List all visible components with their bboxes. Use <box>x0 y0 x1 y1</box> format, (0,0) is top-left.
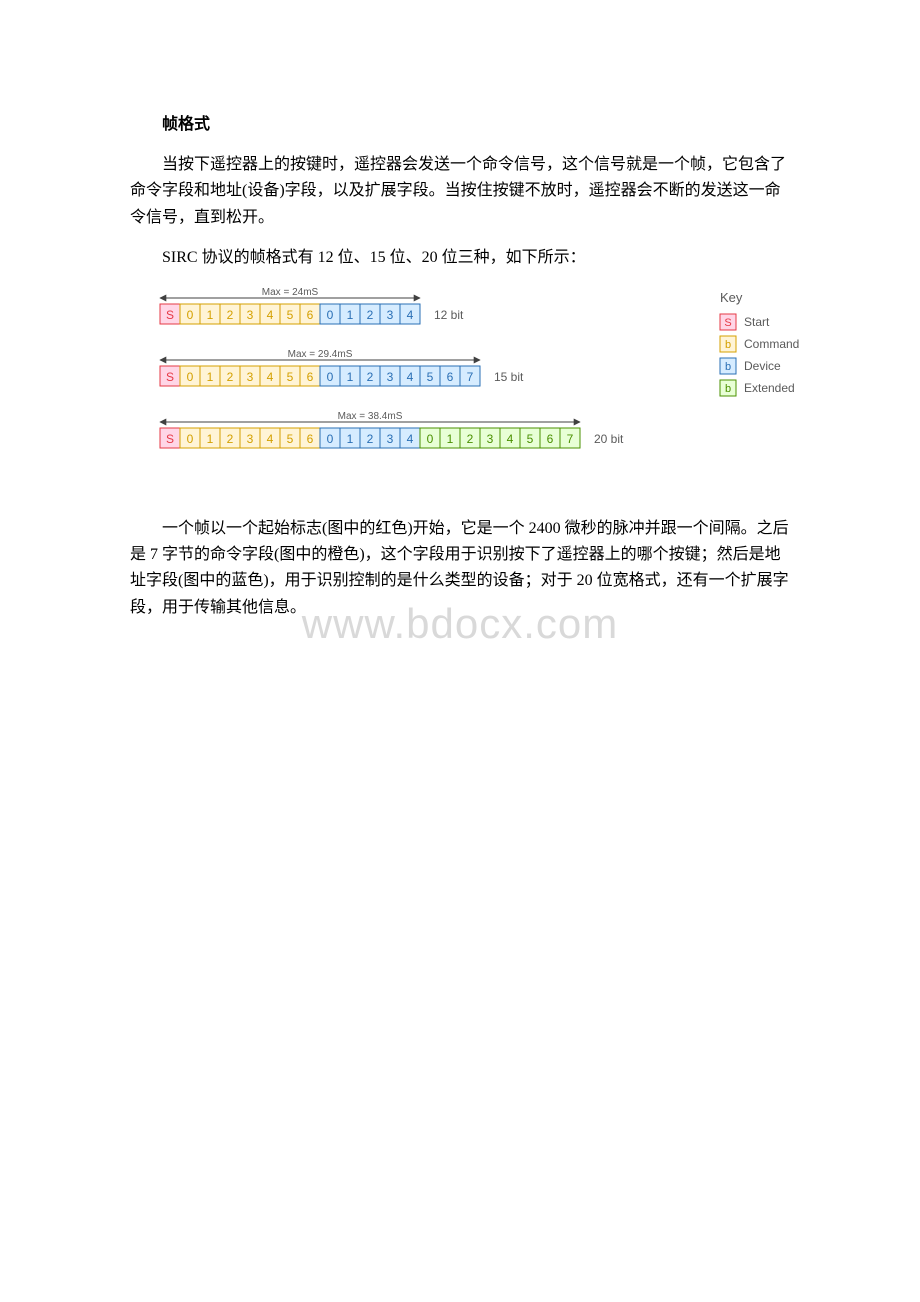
svg-text:3: 3 <box>247 308 254 322</box>
svg-text:S: S <box>166 370 174 384</box>
paragraph-2: SIRC 协议的帧格式有 12 位、15 位、20 位三种，如下所示： <box>130 245 790 271</box>
svg-text:2: 2 <box>227 432 234 446</box>
svg-text:b: b <box>725 383 731 395</box>
svg-text:S: S <box>166 308 174 322</box>
svg-text:4: 4 <box>267 370 274 384</box>
svg-text:2: 2 <box>227 308 234 322</box>
svg-text:S: S <box>166 432 174 446</box>
svg-text:3: 3 <box>247 432 254 446</box>
svg-text:3: 3 <box>387 308 394 322</box>
svg-text:0: 0 <box>327 432 334 446</box>
svg-text:3: 3 <box>387 370 394 384</box>
svg-text:4: 4 <box>407 432 414 446</box>
svg-text:4: 4 <box>267 432 274 446</box>
svg-text:15 bit: 15 bit <box>494 370 524 384</box>
svg-text:3: 3 <box>387 432 394 446</box>
svg-text:6: 6 <box>547 432 554 446</box>
svg-text:5: 5 <box>287 308 294 322</box>
svg-text:12 bit: 12 bit <box>434 308 464 322</box>
paragraph-1: 当按下遥控器上的按键时，遥控器会发送一个命令信号，这个信号就是一个帧，它包含了命… <box>130 152 790 231</box>
svg-text:5: 5 <box>427 370 434 384</box>
svg-text:b: b <box>725 339 731 351</box>
svg-text:1: 1 <box>207 308 214 322</box>
svg-text:0: 0 <box>327 308 334 322</box>
svg-text:2: 2 <box>227 370 234 384</box>
svg-text:1: 1 <box>207 370 214 384</box>
svg-text:1: 1 <box>347 370 354 384</box>
svg-text:1: 1 <box>347 432 354 446</box>
svg-text:3: 3 <box>247 370 254 384</box>
svg-text:4: 4 <box>407 370 414 384</box>
svg-text:0: 0 <box>327 370 334 384</box>
svg-text:S: S <box>724 317 731 329</box>
svg-text:Extended: Extended <box>744 381 795 395</box>
svg-text:0: 0 <box>187 308 194 322</box>
svg-text:Device: Device <box>744 359 781 373</box>
svg-text:Command: Command <box>744 337 799 351</box>
svg-text:1: 1 <box>447 432 454 446</box>
svg-text:Key: Key <box>720 290 743 305</box>
diagram-svg: Max = 24mSS01234560123412 bitMax = 29.4m… <box>130 286 810 486</box>
svg-text:4: 4 <box>407 308 414 322</box>
svg-text:2: 2 <box>367 308 374 322</box>
svg-text:1: 1 <box>207 432 214 446</box>
svg-text:0: 0 <box>187 432 194 446</box>
svg-text:6: 6 <box>307 308 314 322</box>
section-heading: 帧格式 <box>130 110 790 134</box>
svg-text:1: 1 <box>347 308 354 322</box>
svg-text:5: 5 <box>287 432 294 446</box>
svg-text:7: 7 <box>567 432 574 446</box>
svg-text:4: 4 <box>267 308 274 322</box>
svg-text:20 bit: 20 bit <box>594 432 624 446</box>
svg-text:4: 4 <box>507 432 514 446</box>
svg-text:5: 5 <box>527 432 534 446</box>
svg-text:b: b <box>725 361 731 373</box>
svg-text:2: 2 <box>367 370 374 384</box>
svg-text:6: 6 <box>447 370 454 384</box>
frame-format-diagram: Max = 24mSS01234560123412 bitMax = 29.4m… <box>130 286 790 486</box>
svg-text:2: 2 <box>467 432 474 446</box>
svg-text:Max = 38.4mS: Max = 38.4mS <box>338 411 403 422</box>
svg-text:0: 0 <box>427 432 434 446</box>
svg-text:0: 0 <box>187 370 194 384</box>
svg-text:3: 3 <box>487 432 494 446</box>
svg-text:Start: Start <box>744 315 770 329</box>
svg-text:6: 6 <box>307 370 314 384</box>
svg-text:6: 6 <box>307 432 314 446</box>
paragraph-3: 一个帧以一个起始标志(图中的红色)开始，它是一个 2400 微秒的脉冲并跟一个间… <box>130 516 790 622</box>
svg-text:2: 2 <box>367 432 374 446</box>
svg-text:7: 7 <box>467 370 474 384</box>
svg-text:Max = 24mS: Max = 24mS <box>262 287 319 298</box>
svg-text:Max = 29.4mS: Max = 29.4mS <box>288 349 353 360</box>
document-page: 帧格式 当按下遥控器上的按键时，遥控器会发送一个命令信号，这个信号就是一个帧，它… <box>0 0 920 675</box>
svg-text:5: 5 <box>287 370 294 384</box>
